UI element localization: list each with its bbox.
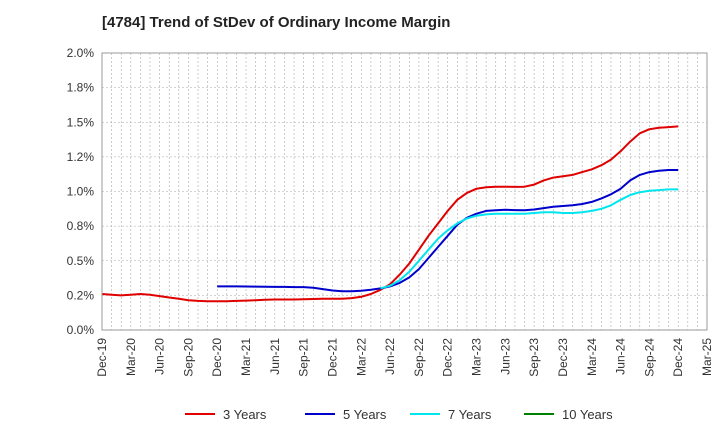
legend-label: 5 Years	[343, 407, 387, 422]
legend-item-5-years: 5 Years	[305, 407, 387, 422]
x-tick-label: Mar-22	[354, 338, 368, 376]
x-tick-label: Dec-22	[441, 338, 455, 377]
x-tick-label: Dec-21	[325, 338, 339, 377]
x-axis-tick-labels: Dec-19 Mar-20 Jun-20 Sep-20 Dec-20 Mar-21 Jun-…	[95, 338, 714, 377]
y-tick-label: 1.2%	[67, 150, 95, 164]
grid-lines	[102, 53, 707, 330]
y-axis-tick-labels: 0.0% 0.2% 0.5% 0.8% 1.0% 1.2% 1.5% 1.8% 2.0%	[67, 46, 95, 337]
series-line-5-years	[217, 169, 679, 293]
x-tick-label: Jun-23	[498, 338, 512, 375]
x-tick-label: Sep-22	[412, 338, 426, 377]
x-tick-label: Sep-21	[297, 338, 311, 377]
legend-label: 10 Years	[562, 407, 613, 422]
series-lines	[101, 125, 679, 303]
x-tick-label: Mar-20	[124, 338, 138, 376]
x-tick-label: Sep-23	[527, 338, 541, 377]
plot-area-frame	[101, 52, 708, 331]
legend-item-10-years: 10 Years	[524, 407, 613, 422]
x-tick-label: Sep-24	[642, 338, 656, 377]
x-tick-label: Jun-24	[614, 338, 628, 375]
x-tick-label: Mar-24	[585, 338, 599, 376]
y-tick-label: 1.0%	[67, 185, 95, 199]
series-line-3-years	[101, 125, 679, 303]
legend-label: 3 Years	[223, 407, 267, 422]
y-tick-label: 2.0%	[67, 46, 95, 60]
x-tick-label: Mar-23	[470, 338, 484, 376]
x-tick-label: Dec-19	[95, 338, 109, 377]
y-tick-label: 1.8%	[67, 81, 95, 95]
x-tick-label: Jun-20	[153, 338, 167, 375]
y-tick-label: 1.5%	[67, 115, 95, 129]
legend-item-7-years: 7 Years	[410, 407, 492, 422]
x-tick-label: Dec-20	[210, 338, 224, 377]
x-tick-label: Sep-20	[181, 338, 195, 377]
y-tick-label: 0.2%	[67, 288, 95, 302]
legend-item-3-years: 3 Years	[185, 407, 267, 422]
x-tick-label: Dec-24	[671, 338, 685, 377]
x-tick-label: Mar-25	[700, 338, 714, 376]
x-tick-label: Jun-22	[383, 338, 397, 375]
legend: 3 Years 5 Years 7 Years 10 Years	[185, 407, 613, 422]
legend-label: 7 Years	[448, 407, 492, 422]
y-tick-label: 0.8%	[67, 219, 95, 233]
y-tick-label: 0.5%	[67, 254, 95, 268]
x-tick-label: Jun-21	[268, 338, 282, 375]
x-tick-label: Mar-21	[239, 338, 253, 376]
chart-title: [4784] Trend of StDev of Ordinary Income…	[102, 14, 451, 31]
x-tick-label: Dec-23	[556, 338, 570, 377]
series-line-7-years	[380, 188, 679, 290]
y-tick-label: 0.0%	[67, 323, 95, 337]
